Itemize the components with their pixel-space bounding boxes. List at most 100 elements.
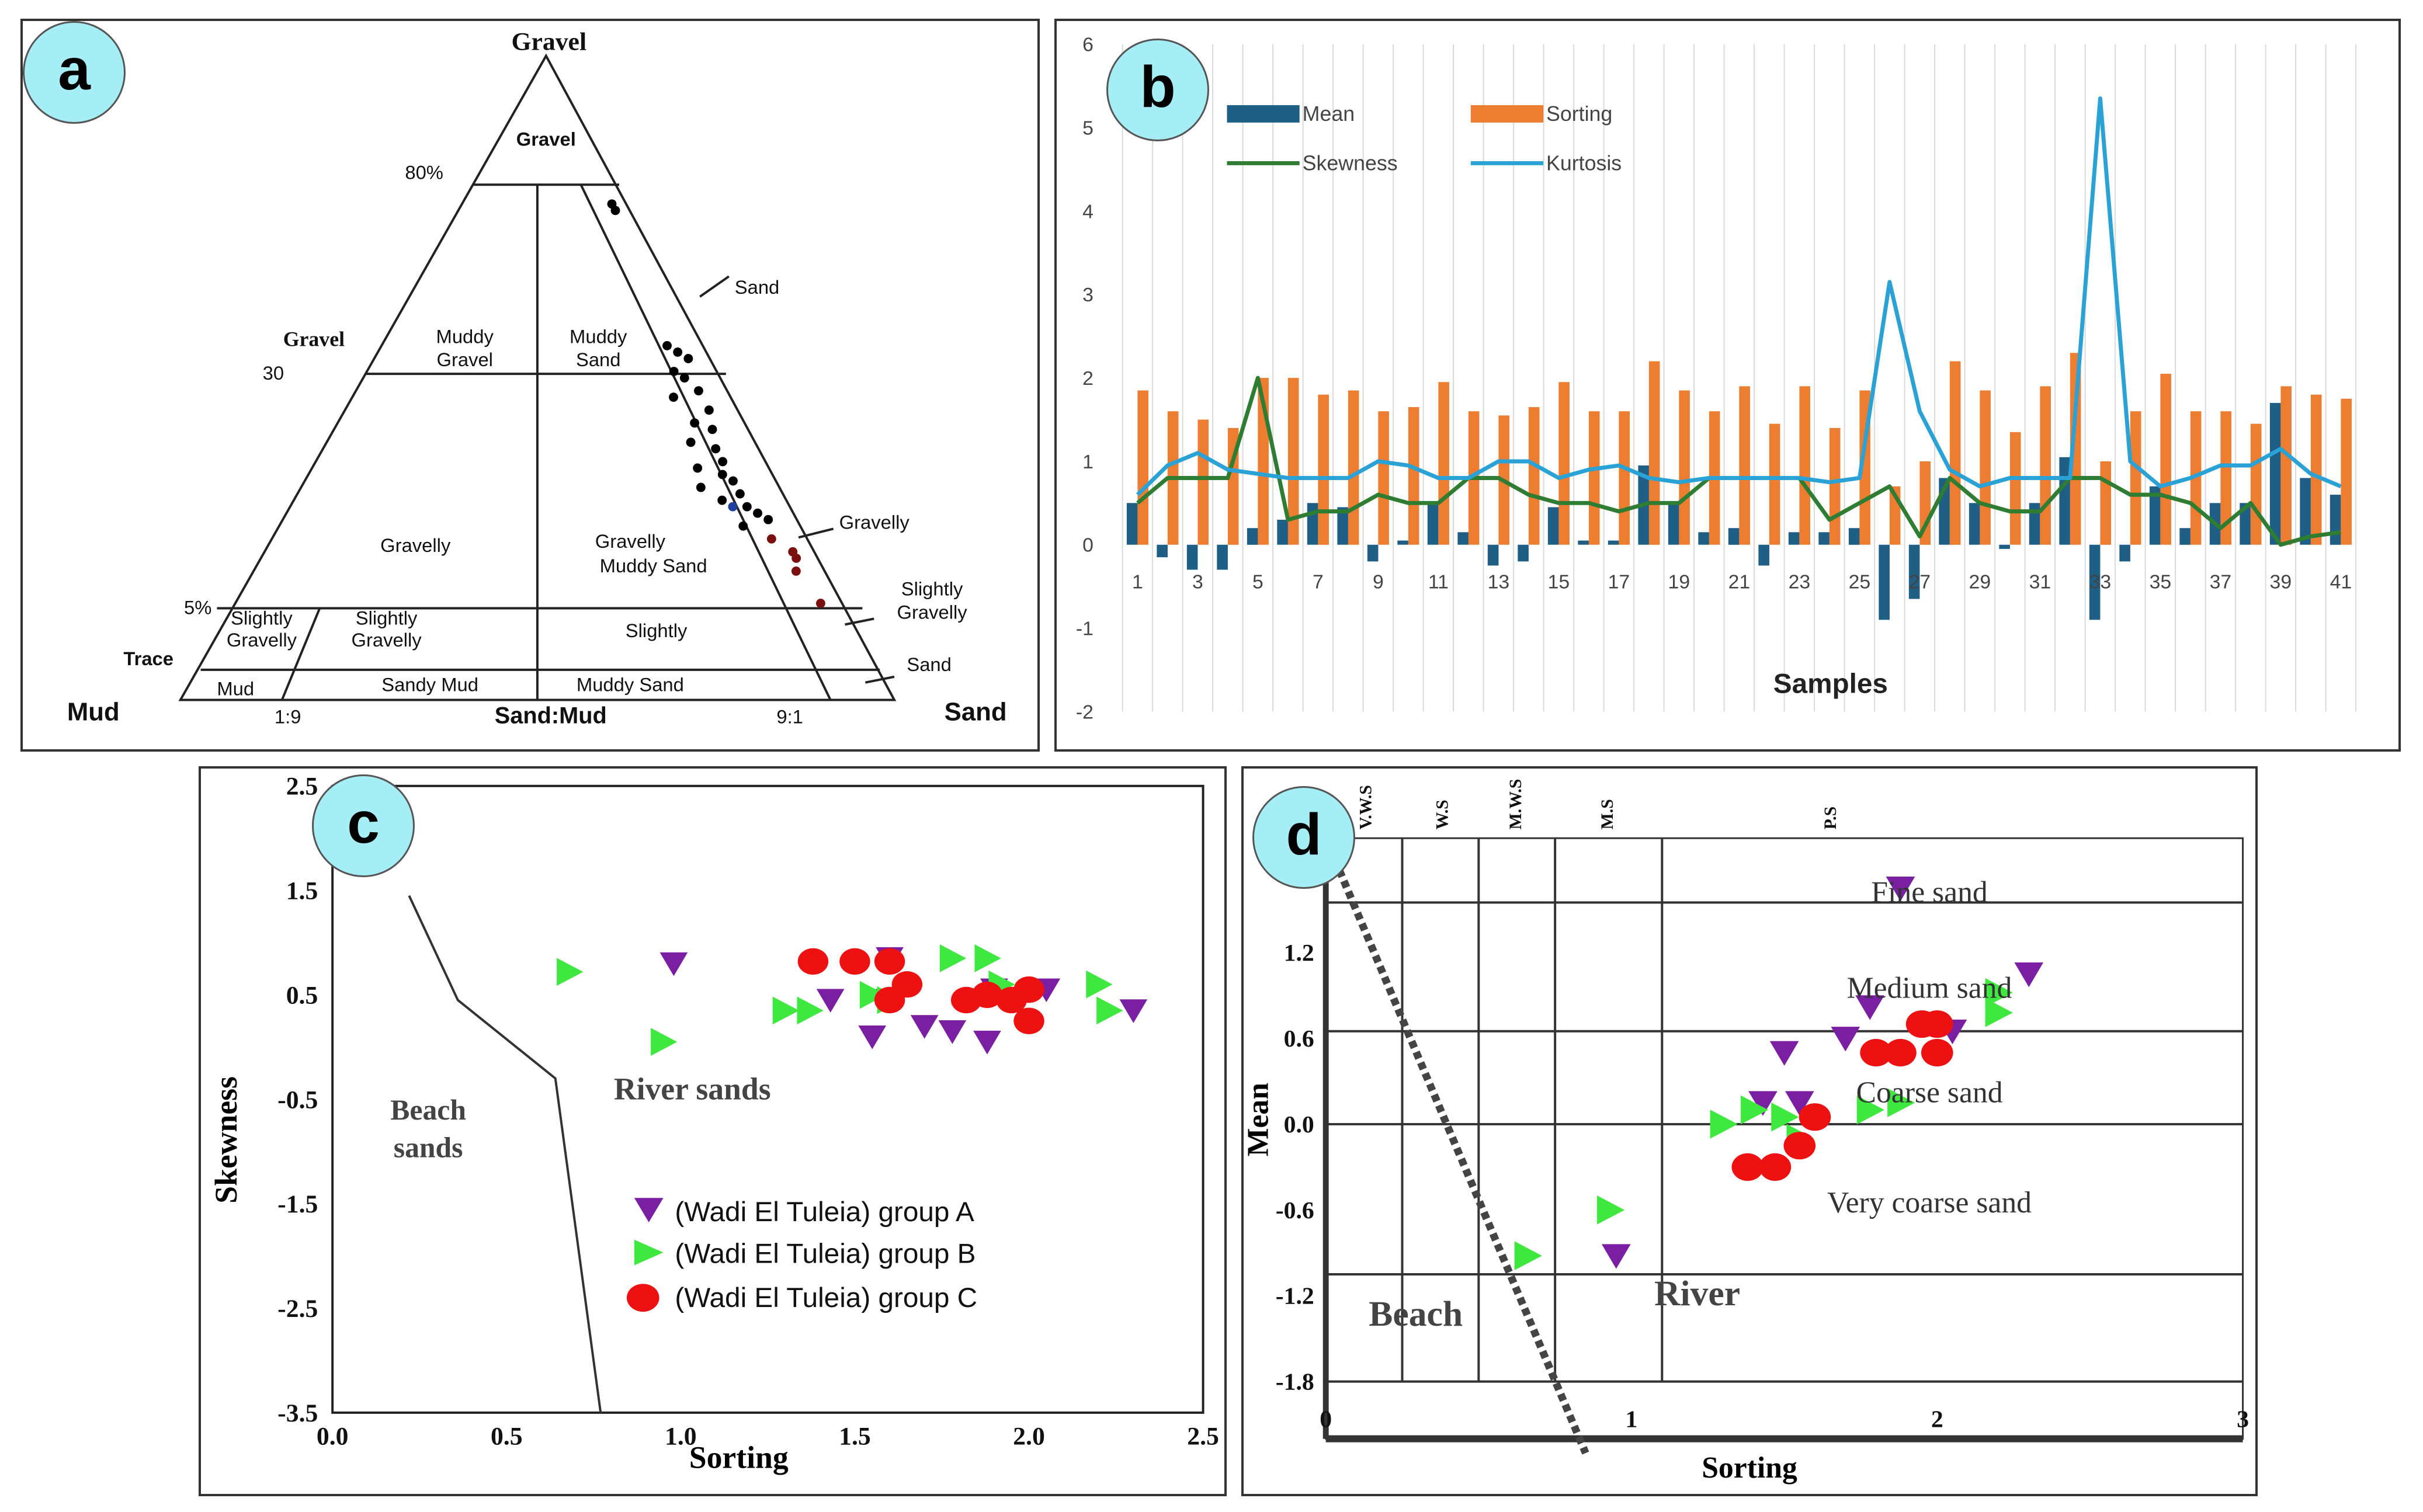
bar-mean-23 [1788,532,1800,545]
region-mud: Mud [217,678,254,700]
bar-sorting-22 [1769,423,1780,545]
ternary-point-18 [728,476,738,486]
ternary-point-21 [717,495,727,505]
ternary-point-4 [662,340,672,350]
bar-mean-36 [2179,528,2191,545]
ternary-point-7 [669,367,679,376]
callout-label-gravelly: Gravelly [839,511,910,533]
ternary-point-23 [728,502,738,512]
y-tick-label: 1 [1082,451,1094,473]
tick-80pct: 80% [405,161,443,183]
bar-sorting-35 [2160,373,2171,545]
ternary-point-12 [707,425,717,435]
region-muddy-sand-2: Sand [576,349,621,370]
point-group-c-7 [971,981,1003,1009]
ternary-frame [178,53,897,701]
bar-mean-17 [1608,540,1619,545]
y-tick-label: 4 [1082,200,1094,223]
bar-mean-3 [1186,544,1198,570]
ternary-point-13 [686,437,696,447]
x-tick-label: 0.0 [317,1423,349,1451]
x-tick-label: 19 [1668,571,1690,593]
bar-sorting-17 [1619,411,1630,545]
x-tick-label: 2.0 [1013,1423,1045,1451]
bar-mean-32 [2059,457,2070,545]
x-axis-title: Sorting [689,1440,789,1475]
x-axis-ticks: 0.0 0.5 1.0 1.5 2.0 2.5 [317,1423,1219,1451]
label-beach: Beach [1369,1294,1463,1334]
bar-sorting-18 [1648,361,1660,545]
point-group-b-5 [1771,1102,1799,1132]
legend-label-group-a: (Wadi El Tuleia) group A [675,1197,974,1228]
chart-legend: Mean Sorting Skewness Kurtosis [1227,102,1622,175]
point-group-b-7 [939,944,967,972]
beach-river-boundary [408,895,602,1413]
legend-label-group-c: (Wadi El Tuleia) group C [675,1282,977,1313]
ternary-point-2 [610,206,620,215]
x-tick-label: 27 [1909,571,1931,593]
point-group-b-7 [1887,1088,1915,1118]
legend-marker-group-b [634,1239,664,1266]
point-group-a-7 [1748,1091,1778,1116]
x-axis-title: Sorting [1702,1451,1797,1485]
bar-sorting-11 [1438,382,1449,545]
legend-label-mean: Mean [1303,102,1355,126]
x-tick-label: 1.5 [839,1423,871,1451]
plot-frame [1325,837,2244,1440]
x-tick-label: 33 [2089,571,2112,593]
x-tick-label: 0 [1320,1406,1332,1433]
x-tick-label: 7 [1313,571,1324,593]
zone-coarse-sand: Coarse sand [1856,1076,2002,1109]
bar-sorting-3 [1197,419,1209,545]
bar-mean-1 [1126,503,1138,545]
bar-sorting-8 [1348,390,1359,545]
bar-sorting-10 [1408,407,1419,545]
ternary-point-24 [753,508,762,518]
point-group-a-3 [1855,995,1884,1020]
bar-mean-39 [2269,402,2281,545]
tick-9-1: 9:1 [776,705,803,727]
point-group-c-2 [1884,1038,1917,1067]
point-group-b-8 [974,944,1001,972]
region-sandy-mud: Sandy Mud [381,674,478,696]
y-tick-label: -0.6 [1276,1197,1314,1224]
point-group-c-8 [1731,1153,1764,1181]
legend-label-skewness: Skewness [1303,151,1398,175]
bar-mean-40 [2300,478,2311,545]
x-tick-label: 39 [2270,571,2292,593]
ternary-point-17 [717,470,727,479]
panel-a-ternary-diagram: Gravel Mud Sand Gravel Gravel 80% 30 5% … [20,19,1040,752]
y-axis-title: Skewness [209,1076,244,1204]
ternary-point-19 [696,482,706,492]
point-group-b-3 [1710,1110,1738,1139]
panel-b-grain-stats-chart: 6 5 4 3 2 1 0 -1 -2 1 3 5 7 9 11 13 15 17 19 21 23 25 27 29 31 3… [1054,19,2401,752]
ternary-point-11 [690,418,700,428]
point-group-a-6 [1769,1041,1799,1066]
ternary-point-8 [694,386,703,396]
legend-swatch-sorting [1470,105,1544,123]
region-sl-gravelly-r2: Gravelly [897,601,967,623]
callout-sand [699,275,730,298]
region-sl-gravelly-b1: Slightly [356,607,418,628]
x-tick-label: 5 [1252,571,1263,593]
x-axis-ticks: 1 3 5 7 9 11 13 15 17 19 21 23 25 27 29 31 33 35 37 39 41 [1132,571,2352,593]
point-group-b-2 [1985,998,2013,1027]
x-tick-label: 1 [1132,571,1143,593]
point-group-c-4 [1921,1010,1953,1038]
bar-sorting-9 [1378,411,1389,545]
region-sand-right: Sand [907,654,952,675]
region-gravelly-muddy-1: Gravelly [595,530,666,552]
ternary-point-14 [711,444,721,454]
region-muddy-gravel-2: Gravel [436,349,493,370]
bar-sorting-29 [1980,390,1991,545]
bar-mean-34 [2119,544,2130,562]
bar-sorting-24 [1829,427,1841,545]
ternary-point-9 [669,392,678,402]
x-tick-label: 25 [1849,571,1871,593]
point-group-b-5 [859,981,887,1009]
line-kurtosis [1136,96,2342,496]
y-tick-label: -1.8 [1276,1369,1314,1396]
bar-mean-30 [1999,544,2010,549]
